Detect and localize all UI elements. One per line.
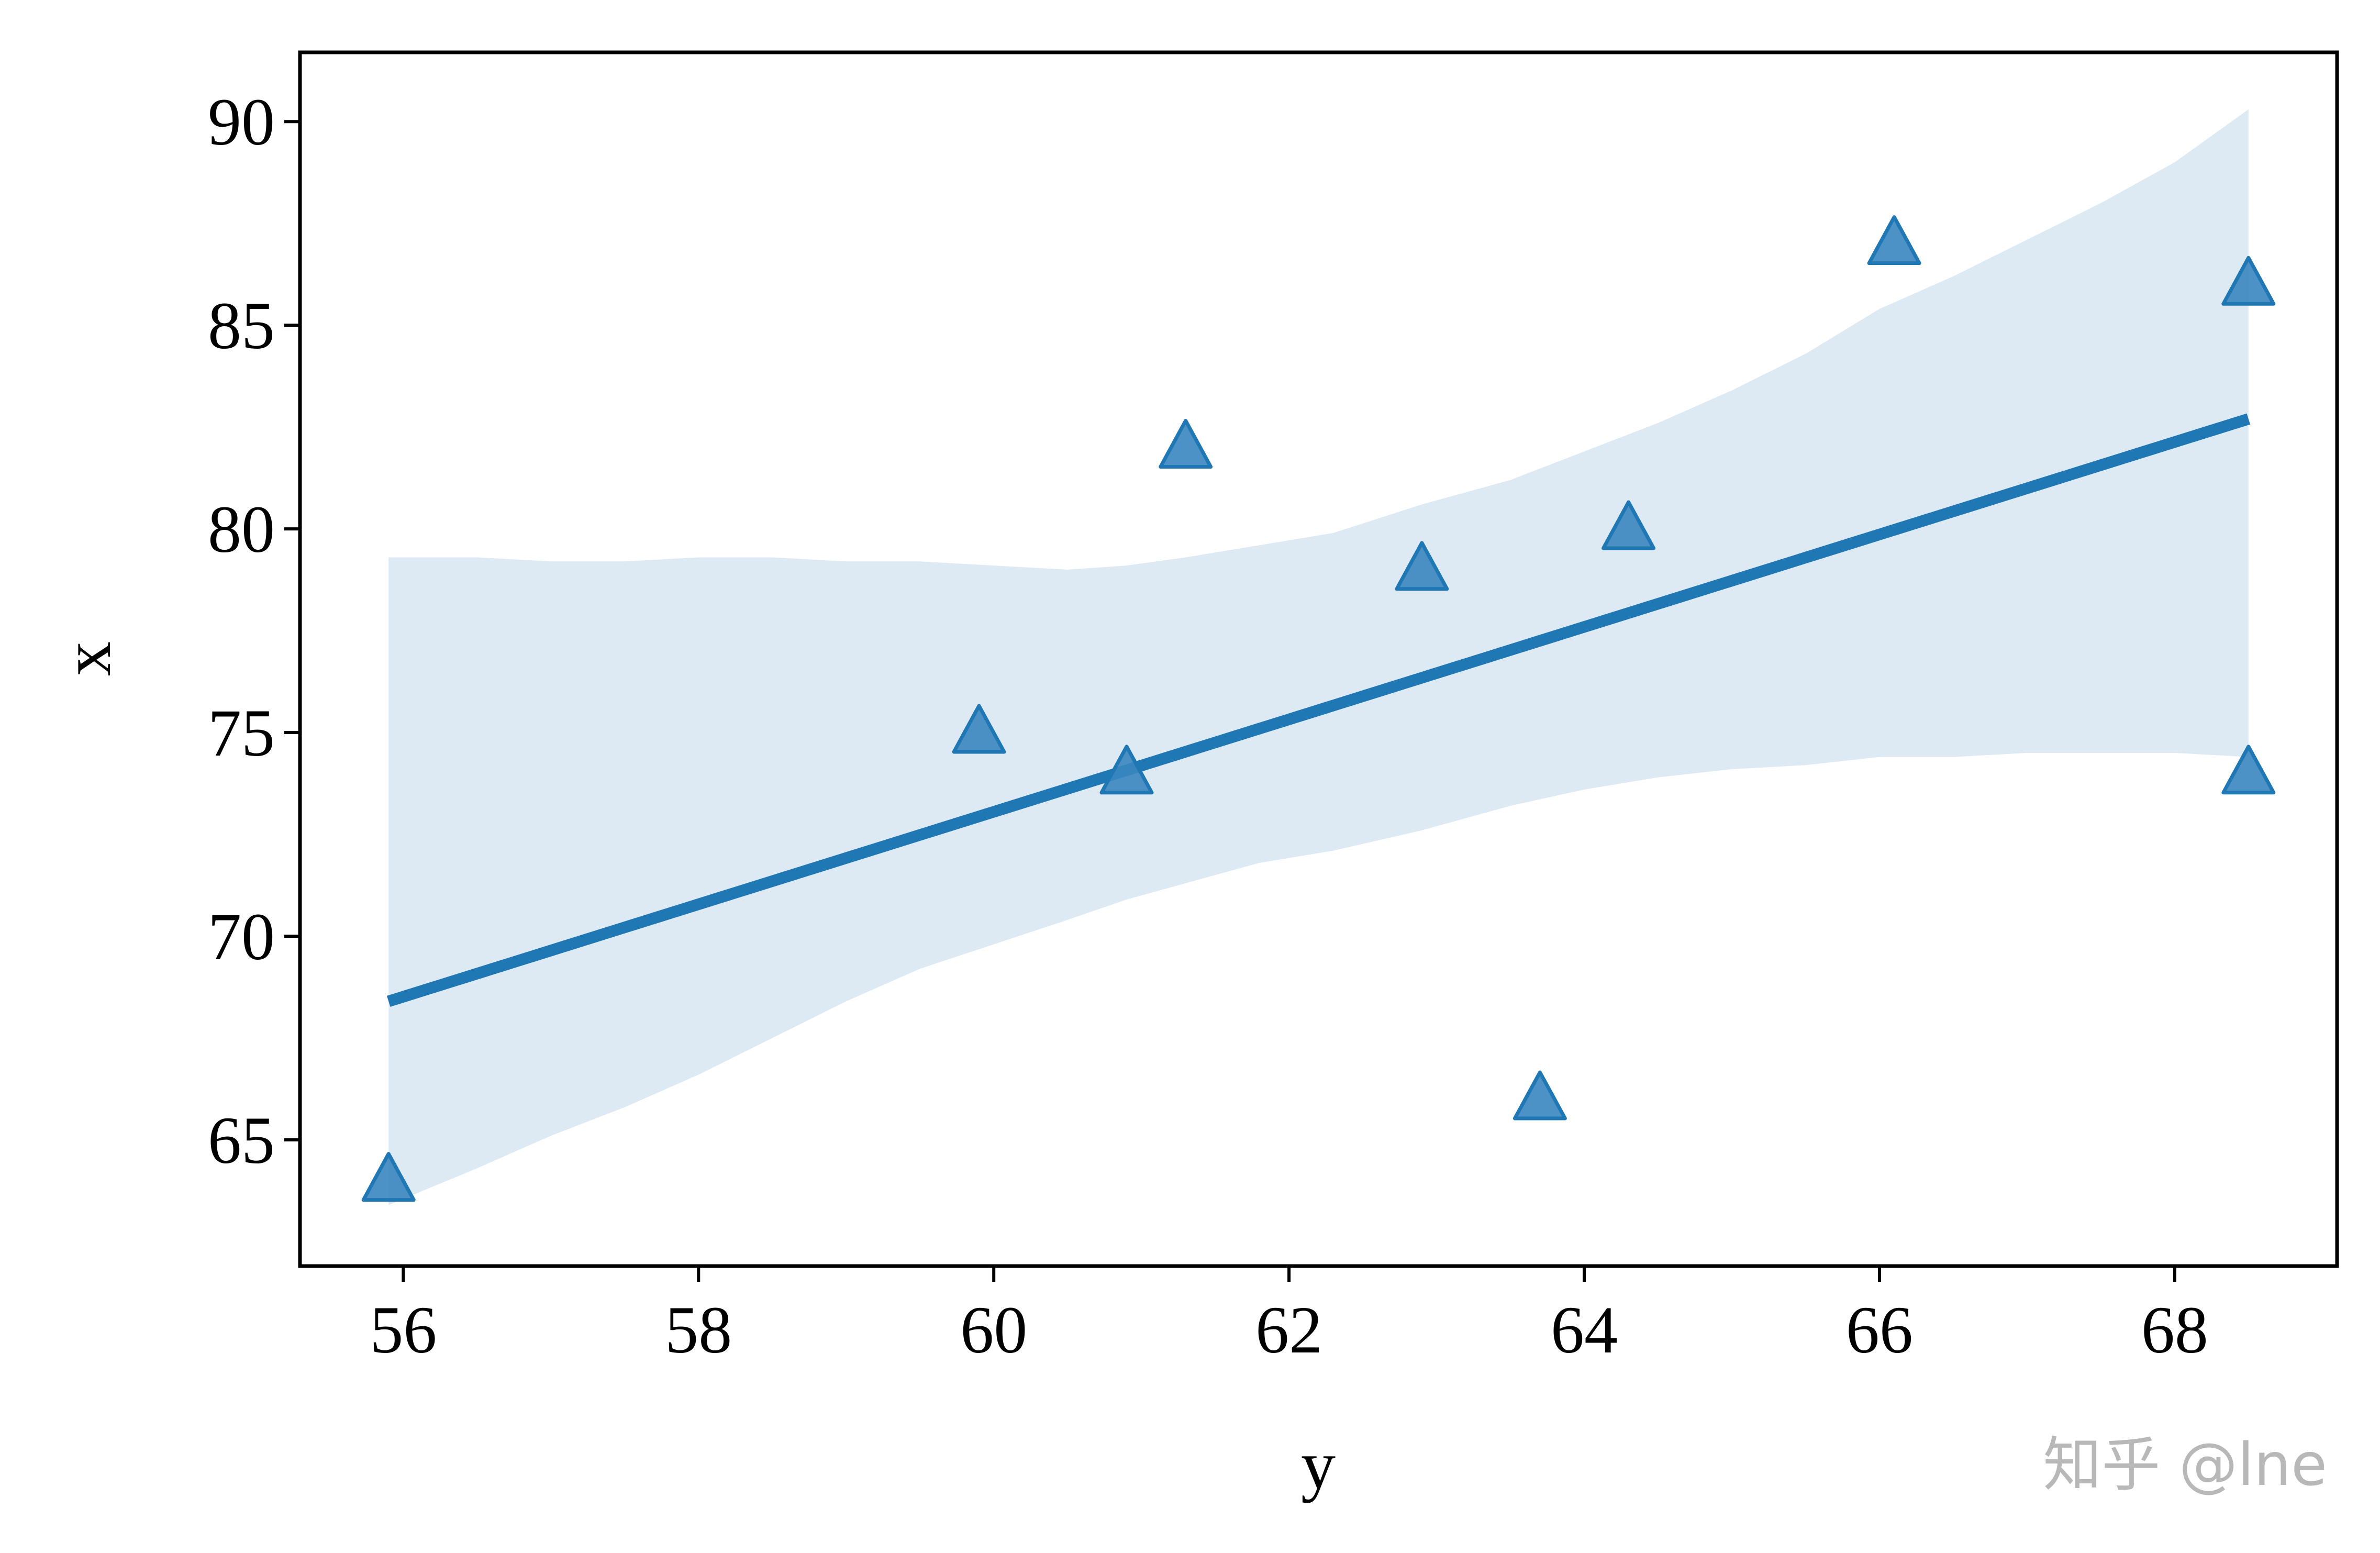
y-tick-label: 75 (208, 696, 275, 770)
data-point-1 (361, 1152, 416, 1202)
confidence-band (388, 109, 2249, 1205)
data-point-8 (1867, 215, 1921, 265)
plot-area (361, 109, 2276, 1205)
y-axis-title: x (48, 641, 125, 676)
data-point-2 (952, 704, 1006, 754)
data-point-6 (1512, 1070, 1567, 1121)
data-point-3 (1099, 745, 1154, 795)
y-tick-label: 65 (208, 1103, 275, 1178)
x-axis-title: y (1301, 1426, 1336, 1503)
x-tick-label: 56 (370, 1293, 437, 1367)
axis-ticks: 56 58 60 62 64 66 68 65 70 75 80 85 90 (208, 85, 2208, 1367)
regression-line (386, 413, 2251, 1007)
x-tick-label: 66 (1846, 1293, 1913, 1367)
data-point-7 (1602, 500, 1656, 550)
axes-frame (298, 50, 2339, 1268)
data-point-4 (1159, 419, 1213, 469)
y-tick-label: 85 (208, 289, 275, 363)
y-tick-label: 90 (208, 85, 275, 159)
x-tick-label: 64 (1551, 1293, 1618, 1367)
x-tick-label: 60 (960, 1293, 1027, 1367)
data-point-10 (2221, 745, 2276, 795)
y-tick-label: 70 (208, 900, 275, 974)
x-tick-label: 62 (1255, 1293, 1322, 1367)
x-tick-label: 58 (665, 1293, 732, 1367)
data-point-5 (1395, 541, 1449, 591)
y-tick-label: 80 (208, 492, 275, 567)
x-tick-label: 68 (2141, 1293, 2208, 1367)
data-point-9 (2221, 256, 2276, 306)
watermark-text: 知乎 @lne (2043, 1431, 2327, 1499)
